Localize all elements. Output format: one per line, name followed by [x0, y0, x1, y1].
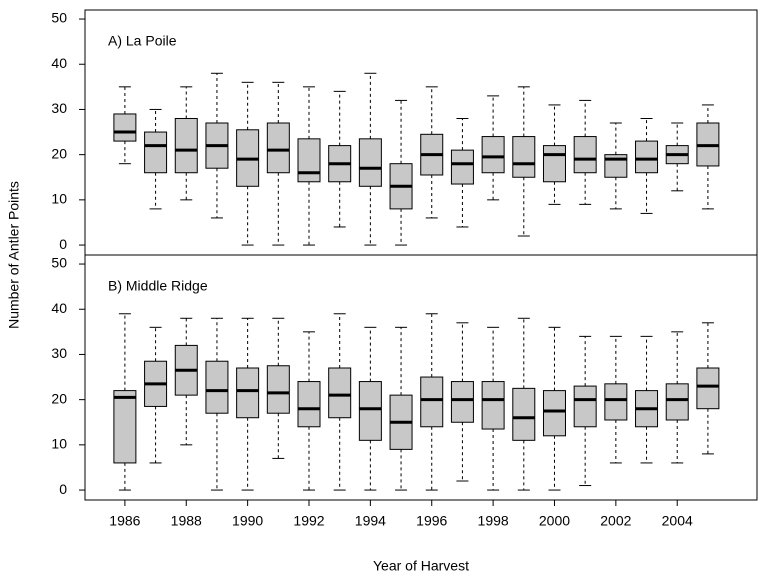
- y-tick-label: 30: [51, 345, 67, 361]
- box: [604, 383, 628, 421]
- box: [542, 145, 566, 183]
- box: [236, 367, 260, 419]
- x-tick-label: 1998: [478, 513, 509, 529]
- x-tick-label: 1994: [355, 513, 386, 529]
- box: [573, 385, 597, 428]
- box: [266, 365, 290, 414]
- box: [450, 381, 474, 423]
- box: [450, 149, 474, 185]
- box: [297, 381, 321, 428]
- x-tick-label: 2000: [539, 513, 570, 529]
- box: [512, 387, 536, 441]
- y-tick-label: 20: [51, 145, 67, 161]
- box: [635, 140, 659, 174]
- y-tick-label: 30: [51, 100, 67, 116]
- y-tick-label: 10: [51, 436, 67, 452]
- box: [266, 122, 290, 174]
- box: [665, 383, 689, 421]
- y-tick-label: 20: [51, 390, 67, 406]
- box: [113, 390, 137, 464]
- x-tick-label: 1988: [171, 513, 202, 529]
- box: [481, 136, 505, 174]
- y-tick-label: 40: [51, 55, 67, 71]
- y-axis-label: Number of Antler Points: [6, 181, 22, 329]
- box: [420, 376, 444, 428]
- panel-title: A) La Poile: [108, 33, 177, 49]
- box: [358, 381, 382, 441]
- y-tick-label: 10: [51, 191, 67, 207]
- x-tick-label: 2004: [662, 513, 693, 529]
- box: [328, 367, 352, 419]
- y-tick-label: 0: [59, 236, 67, 252]
- x-axis-label: Year of Harvest: [373, 558, 469, 574]
- box: [573, 136, 597, 174]
- x-tick-label: 1996: [416, 513, 447, 529]
- x-tick-label: 1986: [109, 513, 140, 529]
- y-tick-label: 50: [51, 10, 67, 26]
- panel-frame: [84, 254, 758, 501]
- box: [512, 136, 536, 178]
- box: [481, 381, 505, 430]
- y-tick-label: 0: [59, 481, 67, 497]
- x-tick-label: 1992: [293, 513, 324, 529]
- box: [205, 360, 229, 414]
- box: [358, 138, 382, 187]
- x-tick-label: 1990: [232, 513, 263, 529]
- box: [696, 367, 720, 410]
- box: [174, 117, 198, 174]
- box: [297, 138, 321, 183]
- y-tick-label: 50: [51, 255, 67, 271]
- box: [542, 390, 566, 437]
- x-tick-label: 2002: [600, 513, 631, 529]
- box: [144, 131, 168, 174]
- box: [113, 113, 137, 142]
- y-tick-label: 40: [51, 300, 67, 316]
- panel-title: B) Middle Ridge: [108, 278, 208, 294]
